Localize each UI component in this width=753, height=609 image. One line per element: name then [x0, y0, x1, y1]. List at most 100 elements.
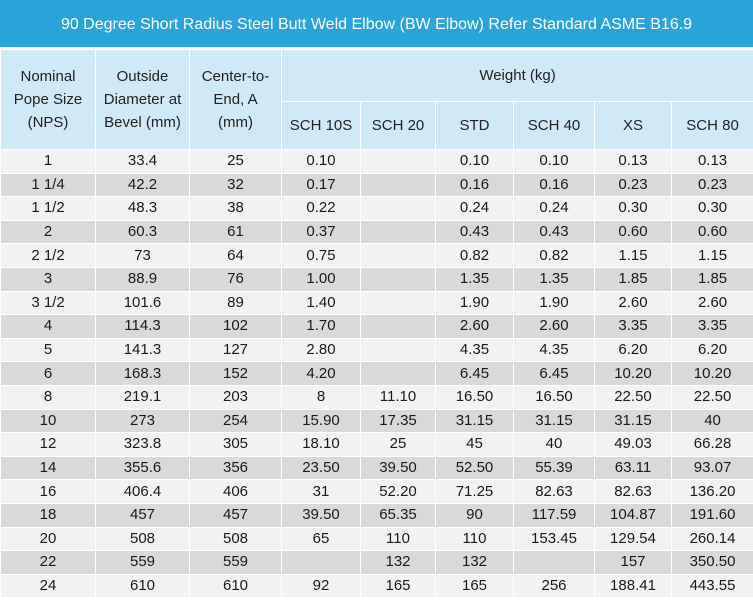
cell-std: 165: [435, 573, 514, 599]
cell-center-to-end: 203: [189, 384, 282, 410]
table-header: Nominal Pope Size (NPS) Outside Diameter…: [0, 49, 753, 150]
cell-center-to-end: 89: [189, 290, 282, 316]
cell-nps: 5: [0, 337, 96, 363]
cell-outside-diameter: 88.9: [95, 266, 190, 292]
cell-outside-diameter: 168.3: [95, 361, 190, 386]
cell-nps: 16: [0, 479, 96, 504]
cell-xs: 1.85: [594, 266, 672, 292]
cell-nps: 4: [0, 314, 96, 339]
cell-outside-diameter: 508: [95, 526, 190, 552]
cell-sch-40: 1.35: [513, 266, 595, 292]
cell-xs: 104.87: [594, 502, 672, 528]
cell-sch-10s: 1.00: [281, 266, 361, 292]
cell-sch-80: 22.50: [670, 384, 753, 410]
cell-center-to-end: 32: [189, 172, 282, 198]
cell-sch-40: 40: [513, 432, 595, 457]
cell-sch-40: 31.15: [513, 408, 595, 434]
cell-nps: 3: [0, 266, 96, 292]
cell-std: 16.50: [435, 384, 514, 410]
cell-xs: 188.41: [594, 573, 672, 599]
header-nps: Nominal Pope Size (NPS): [0, 49, 96, 150]
cell-nps: 24: [0, 573, 96, 599]
cell-sch-20: [360, 149, 436, 174]
cell-nps: 14: [0, 455, 96, 481]
table-row: 1 1/4 42.2 32 0.17 0.16 0.16 0.23 0.23: [0, 172, 753, 198]
header-sch-80: SCH 80: [670, 101, 753, 150]
cell-outside-diameter: 73: [95, 243, 190, 268]
cell-sch-80: 93.07: [670, 455, 753, 481]
cell-sch-40: 1.90: [513, 290, 595, 316]
table-row: 18 457 457 39.50 65.35 90 117.59 104.87 191.60: [0, 502, 753, 528]
cell-xs: 49.03: [594, 432, 672, 457]
table-row: 5 141.3 127 2.80 4.35 4.35 6.20 6.20: [0, 337, 753, 363]
cell-sch-80: 136.20: [670, 479, 753, 504]
cell-xs: 6.20: [594, 337, 672, 363]
table-row: 2 60.3 61 0.37 0.43 0.43 0.60 0.60: [0, 219, 753, 245]
cell-sch-80: 260.14: [670, 526, 753, 552]
cell-sch-40: 0.16: [513, 172, 595, 198]
cell-center-to-end: 102: [189, 314, 282, 339]
cell-sch-80: 66.28: [670, 432, 753, 457]
cell-center-to-end: 406: [189, 479, 282, 504]
cell-sch-20: 17.35: [360, 408, 436, 434]
table-row: 8 219.1 203 8 11.10 16.50 16.50 22.50 22.50: [0, 384, 753, 410]
cell-xs: 22.50: [594, 384, 672, 410]
header-sch-10s: SCH 10S: [281, 101, 361, 150]
cell-outside-diameter: 457: [95, 502, 190, 528]
cell-sch-10s: 31: [281, 479, 361, 504]
cell-sch-80: 40: [670, 408, 753, 434]
cell-xs: 1.15: [594, 243, 672, 268]
header-nps-line-1: Nominal: [20, 68, 76, 85]
cell-center-to-end: 610: [189, 573, 282, 599]
header-cte-line-1: Center-to-: [201, 68, 270, 85]
cell-outside-diameter: 219.1: [95, 384, 190, 410]
cell-outside-diameter: 114.3: [95, 314, 190, 339]
cell-outside-diameter: 273: [95, 408, 190, 434]
cell-sch-20: 39.50: [360, 455, 436, 481]
cell-outside-diameter: 141.3: [95, 337, 190, 363]
cell-center-to-end: 254: [189, 408, 282, 434]
cell-sch-10s: 65: [281, 526, 361, 552]
cell-sch-40: 16.50: [513, 384, 595, 410]
cell-std: 0.16: [435, 172, 514, 198]
table-row: 14 355.6 356 23.50 39.50 52.50 55.39 63.11 93.07: [0, 455, 753, 481]
cell-std: 110: [435, 526, 514, 552]
cell-std: 2.60: [435, 314, 514, 339]
cell-sch-10s: [281, 550, 361, 575]
cell-nps: 6: [0, 361, 96, 386]
cell-sch-20: [360, 196, 436, 221]
cell-sch-10s: 39.50: [281, 502, 361, 528]
cell-std: 4.35: [435, 337, 514, 363]
cell-sch-20: [360, 337, 436, 363]
cell-sch-80: 2.60: [670, 290, 753, 316]
cell-sch-10s: 23.50: [281, 455, 361, 481]
header-cte-line-3: (mm): [218, 114, 253, 131]
cell-nps: 1 1/4: [0, 172, 96, 198]
cell-sch-80: 1.85: [670, 266, 753, 292]
cell-sch-10s: 15.90: [281, 408, 361, 434]
cell-sch-10s: 8: [281, 384, 361, 410]
cell-sch-80: 6.20: [670, 337, 753, 363]
cell-center-to-end: 127: [189, 337, 282, 363]
cell-nps: 10: [0, 408, 96, 434]
cell-center-to-end: 305: [189, 432, 282, 457]
cell-sch-20: [360, 290, 436, 316]
cell-sch-10s: 4.20: [281, 361, 361, 386]
header-cte-line-2: End, A: [213, 91, 258, 108]
cell-nps: 18: [0, 502, 96, 528]
table-row: 3 88.9 76 1.00 1.35 1.35 1.85 1.85: [0, 266, 753, 292]
cell-sch-40: 0.10: [513, 149, 595, 174]
cell-sch-10s: 92: [281, 573, 361, 599]
cell-outside-diameter: 33.4: [95, 149, 190, 174]
cell-sch-40: 0.24: [513, 196, 595, 221]
cell-sch-10s: 1.70: [281, 314, 361, 339]
cell-sch-80: 3.35: [670, 314, 753, 339]
cell-std: 52.50: [435, 455, 514, 481]
cell-sch-40: 4.35: [513, 337, 595, 363]
cell-sch-20: 25: [360, 432, 436, 457]
cell-center-to-end: 356: [189, 455, 282, 481]
cell-sch-20: [360, 361, 436, 386]
cell-center-to-end: 64: [189, 243, 282, 268]
cell-center-to-end: 61: [189, 219, 282, 245]
cell-sch-80: 0.13: [670, 149, 753, 174]
